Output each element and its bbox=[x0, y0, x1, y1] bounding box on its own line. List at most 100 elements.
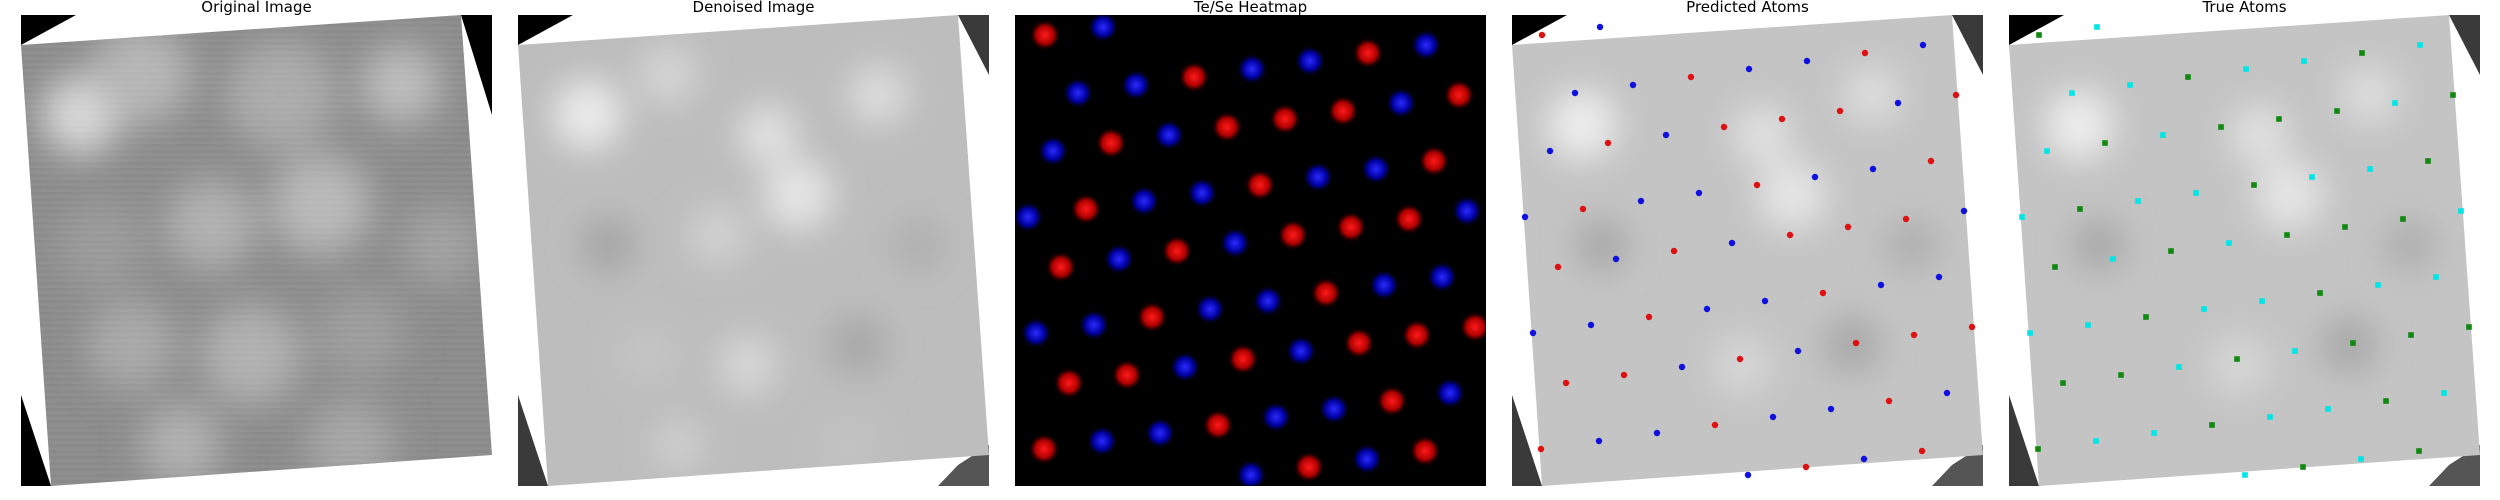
te-intensity-blob bbox=[1244, 169, 1276, 201]
predicted-te-atom bbox=[1952, 91, 1960, 99]
true-atom-cyan bbox=[2325, 406, 2331, 412]
predicted-te-atom bbox=[1562, 379, 1570, 387]
true-atom-cyan bbox=[2259, 298, 2265, 304]
true-atom-cyan bbox=[2358, 456, 2364, 462]
se-intensity-blob bbox=[1186, 177, 1218, 209]
true-atom-cyan bbox=[2392, 100, 2398, 106]
predicted-se-atom bbox=[1935, 273, 1943, 281]
se-intensity-blob bbox=[1194, 293, 1226, 325]
true-atom-green bbox=[2102, 140, 2108, 146]
true-atom-cyan bbox=[2242, 472, 2248, 478]
se-intensity-blob bbox=[1260, 401, 1292, 433]
te-intensity-blob bbox=[1211, 111, 1243, 143]
true-atom-green bbox=[2400, 216, 2406, 222]
predicted-se-atom bbox=[1571, 89, 1579, 97]
predicted-te-atom bbox=[1836, 107, 1844, 115]
true-atom-green bbox=[2334, 108, 2340, 114]
predicted-te-atom bbox=[1711, 421, 1719, 429]
true-atom-cyan bbox=[2085, 322, 2091, 328]
predicted-te-atom bbox=[1579, 205, 1587, 213]
se-intensity-blob bbox=[1128, 185, 1160, 217]
predicted-se-atom bbox=[1596, 23, 1604, 31]
predicted-se-atom bbox=[1662, 131, 1670, 139]
true-atom-green bbox=[2450, 92, 2456, 98]
se-intensity-blob bbox=[1451, 195, 1483, 227]
true-atom-green bbox=[2234, 356, 2240, 362]
predicted-se-atom bbox=[1794, 347, 1802, 355]
predicted-te-atom bbox=[1910, 331, 1918, 339]
predicted-te-atom bbox=[1902, 215, 1910, 223]
predicted-se-atom bbox=[1678, 363, 1686, 371]
predicted-te-atom bbox=[1918, 447, 1926, 455]
predicted-se-atom bbox=[1860, 455, 1868, 463]
panel-predicted: Predicted Atoms bbox=[1512, 0, 1983, 486]
predicted-se-atom bbox=[1637, 197, 1645, 205]
te-intensity-blob bbox=[1029, 19, 1061, 51]
predicted-se-atom bbox=[1811, 173, 1819, 181]
true-atom-green bbox=[2425, 158, 2431, 164]
se-intensity-blob bbox=[1434, 377, 1466, 409]
true-atom-cyan bbox=[2367, 166, 2373, 172]
true-atom-cyan bbox=[2044, 148, 2050, 154]
te-intensity-blob bbox=[1310, 277, 1342, 309]
predicted-te-atom bbox=[1968, 323, 1976, 331]
se-intensity-blob bbox=[1252, 285, 1284, 317]
predicted-se-atom bbox=[1695, 189, 1703, 197]
predicted-se-atom bbox=[1653, 429, 1661, 437]
true-atoms-image bbox=[2009, 15, 2480, 486]
se-intensity-blob bbox=[1302, 161, 1334, 193]
predicted-se-atom bbox=[1612, 255, 1620, 263]
true-atom-green bbox=[2416, 448, 2422, 454]
predicted-te-atom bbox=[1620, 371, 1628, 379]
te-intensity-blob bbox=[1459, 311, 1486, 343]
predicted-te-atom bbox=[1554, 263, 1562, 271]
true-atom-green bbox=[2077, 206, 2083, 212]
predicted-atoms-image bbox=[1512, 15, 1983, 486]
predicted-se-atom bbox=[1745, 65, 1753, 73]
te-intensity-blob bbox=[1343, 327, 1375, 359]
te-intensity-blob bbox=[1269, 103, 1301, 135]
predicted-te-atom bbox=[1736, 355, 1744, 363]
se-intensity-blob bbox=[1144, 417, 1176, 449]
true-atom-cyan bbox=[2135, 198, 2141, 204]
true-atom-green bbox=[2383, 398, 2389, 404]
true-atom-cyan bbox=[2110, 256, 2116, 262]
te-intensity-blob bbox=[1095, 127, 1127, 159]
te-intensity-blob bbox=[1327, 95, 1359, 127]
predicted-te-atom bbox=[1802, 463, 1810, 471]
true-atom-cyan bbox=[2201, 306, 2207, 312]
te-intensity-blob bbox=[1352, 37, 1384, 69]
predicted-te-atom bbox=[1538, 31, 1546, 39]
te-intensity-blob bbox=[1227, 343, 1259, 375]
se-intensity-blob bbox=[1368, 269, 1400, 301]
true-atom-cyan bbox=[2160, 132, 2166, 138]
se-intensity-blob bbox=[1078, 309, 1110, 341]
se-intensity-blob bbox=[1037, 135, 1069, 167]
te-intensity-blob bbox=[1418, 145, 1450, 177]
predicted-te-atom bbox=[1861, 49, 1869, 57]
true-atom-green bbox=[2035, 446, 2041, 452]
se-intensity-blob bbox=[1153, 119, 1185, 151]
true-atom-cyan bbox=[2301, 58, 2307, 64]
true-atom-cyan bbox=[2093, 438, 2099, 444]
true-atom-green bbox=[2317, 290, 2323, 296]
true-atom-cyan bbox=[2027, 330, 2033, 336]
predicted-te-atom bbox=[1670, 247, 1678, 255]
te-intensity-blob bbox=[1443, 79, 1475, 111]
se-intensity-blob bbox=[1360, 153, 1392, 185]
true-atom-green bbox=[2466, 324, 2472, 330]
true-atom-cyan bbox=[2433, 274, 2439, 280]
panel-original: Original Image bbox=[21, 0, 492, 486]
se-intensity-blob bbox=[1318, 393, 1350, 425]
predicted-te-atom bbox=[1604, 139, 1612, 147]
true-atom-green bbox=[2350, 340, 2356, 346]
te-intensity-blob bbox=[1053, 367, 1085, 399]
predicted-te-atom bbox=[1927, 157, 1935, 165]
predicted-se-atom bbox=[1744, 471, 1752, 479]
predicted-se-atom bbox=[1521, 213, 1529, 221]
predicted-se-atom bbox=[1803, 57, 1811, 65]
te-intensity-blob bbox=[1161, 235, 1193, 267]
true-atom-cyan bbox=[2069, 90, 2075, 96]
predicted-se-atom bbox=[1703, 305, 1711, 313]
panel-heatmap: Te/Se Heatmap bbox=[1015, 0, 1486, 486]
